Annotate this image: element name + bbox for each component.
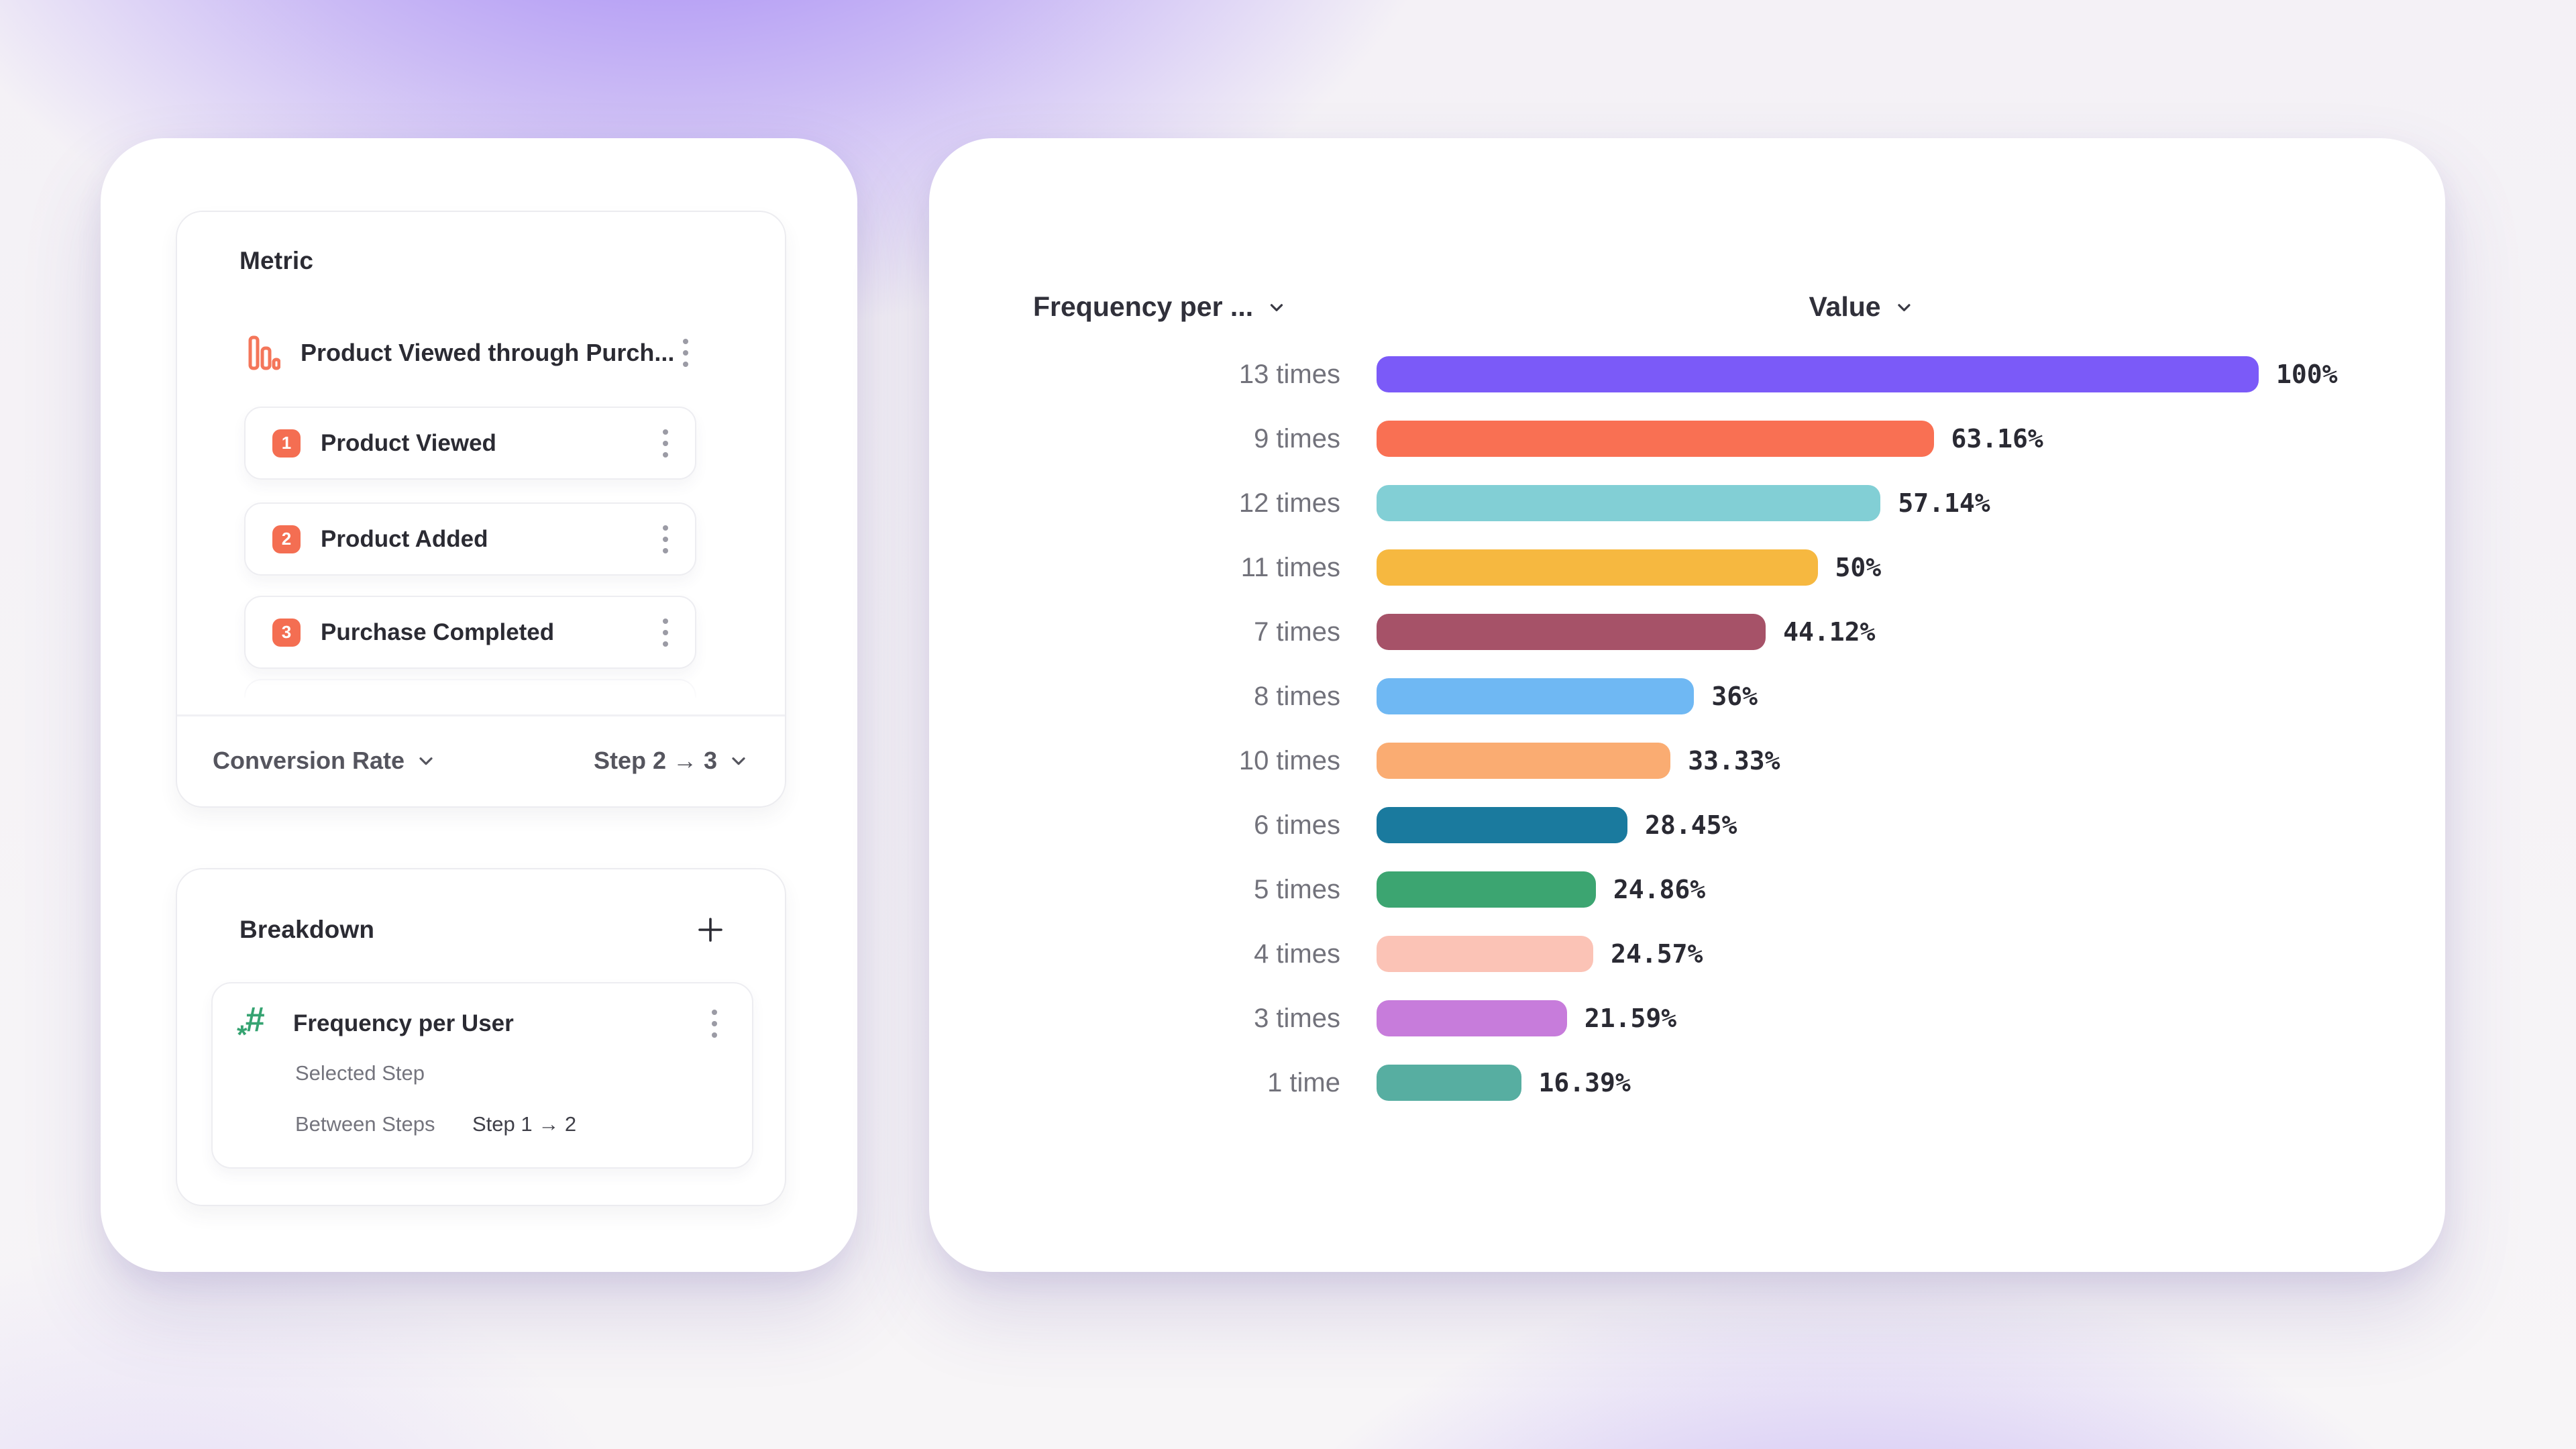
scroll-fade-overlay [180, 674, 782, 711]
bar[interactable] [1377, 678, 1695, 714]
bar[interactable] [1377, 549, 1818, 586]
bar[interactable] [1377, 485, 1881, 521]
bar[interactable] [1377, 936, 1594, 972]
value-column-header: Value [1809, 291, 1881, 322]
bar-category-label: 13 times [1238, 359, 1340, 389]
selected-step-row[interactable]: Selected Step [295, 1061, 425, 1085]
step-kebab-menu-icon[interactable] [659, 521, 672, 557]
bar-category-label: 3 times [1254, 1003, 1340, 1033]
bar-row: 5 times 24.86% [929, 857, 2445, 922]
bar-row: 7 times 44.12% [929, 600, 2445, 664]
conversion-rate-dropdown[interactable]: Conversion Rate [213, 747, 437, 775]
selected-step-label: Selected Step [295, 1061, 425, 1085]
conversion-rate-label: Conversion Rate [213, 747, 405, 774]
between-steps-label: Between Steps [295, 1112, 435, 1136]
bar[interactable] [1377, 1065, 1521, 1101]
step-number-badge: 3 [272, 618, 301, 647]
step-kebab-menu-icon[interactable] [659, 425, 672, 462]
bar-value-label: 33.33% [1688, 746, 1780, 775]
bar-row: 3 times 21.59% [929, 986, 2445, 1051]
bar-category-label: 1 time [1267, 1067, 1340, 1097]
chevron-down-icon [732, 757, 745, 765]
step-number-badge: 1 [272, 429, 301, 458]
bar[interactable] [1377, 614, 1766, 650]
bar[interactable] [1377, 356, 2259, 392]
breakdown-kebab-menu-icon[interactable] [708, 1006, 721, 1042]
category-column-header: Frequency per ... [1033, 291, 1254, 322]
bar[interactable] [1377, 421, 1934, 457]
chevron-down-icon [419, 757, 433, 765]
bar-category-label: 8 times [1254, 681, 1340, 711]
bar-value-label: 100% [2276, 360, 2338, 389]
bar-row: 10 times 33.33% [929, 729, 2445, 793]
metric-panel: Metric Product Viewed through Purch... 1… [176, 211, 786, 808]
step-number-badge: 2 [272, 525, 301, 553]
bar-category-label: 5 times [1254, 874, 1340, 904]
bar-value-label: 16.39% [1538, 1068, 1631, 1097]
metric-panel-title: Metric [239, 247, 314, 274]
add-breakdown-button[interactable] [696, 915, 725, 945]
bar-value-label: 24.57% [1611, 939, 1703, 969]
breakdown-item-name: Frequency per User [293, 1010, 514, 1036]
query-builder-card: Metric Product Viewed through Purch... 1… [101, 138, 857, 1272]
breakdown-header: Breakdown [239, 910, 725, 950]
chart-card: Frequency per ... Value 13 times 100% 9 … [929, 138, 2445, 1272]
bar-value-label: 44.12% [1783, 617, 1876, 647]
bar-category-label: 7 times [1254, 616, 1340, 647]
metric-footer: Conversion Rate Step 2 → 3 [177, 716, 785, 805]
bar-category-label: 6 times [1254, 810, 1340, 840]
chevron-down-icon [1898, 303, 1911, 311]
bar-row: 4 times 24.57% [929, 922, 2445, 986]
numeric-property-hash-icon: # * [237, 1000, 264, 1050]
funnel-kebab-menu-icon[interactable] [679, 335, 692, 371]
bar-category-label: 4 times [1254, 938, 1340, 969]
chevron-down-icon [1270, 303, 1283, 311]
bar-value-label: 28.45% [1645, 810, 1737, 840]
bar-value-label: 21.59% [1584, 1004, 1677, 1033]
between-steps-row[interactable]: Between Steps Step 1 → 2 [295, 1112, 576, 1136]
funnel-bars-icon [248, 335, 280, 370]
bar-row: 9 times 63.16% [929, 407, 2445, 471]
bar-category-label: 12 times [1238, 488, 1340, 518]
breakdown-panel: Breakdown # * Frequency per User Selected… [176, 868, 786, 1206]
step-label: Product Added [321, 525, 488, 552]
funnel-step-row-3[interactable]: 3 Purchase Completed [244, 596, 696, 669]
step-kebab-menu-icon[interactable] [659, 614, 672, 651]
metric-footer-divider [177, 714, 785, 716]
bar-row: 13 times 100% [929, 342, 2445, 407]
bar-value-label: 57.14% [1898, 488, 1990, 518]
bar-row: 8 times 36% [929, 664, 2445, 729]
bar-row: 1 time 16.39% [929, 1051, 2445, 1115]
funnel-step-row-2[interactable]: 2 Product Added [244, 502, 696, 576]
breakdown-item-header: # * Frequency per User [237, 1000, 721, 1050]
value-column-dropdown[interactable]: Value [1809, 291, 1914, 323]
bar[interactable] [1377, 871, 1596, 908]
bar-category-label: 10 times [1238, 745, 1340, 775]
bar-value-label: 63.16% [1951, 424, 2043, 453]
bar-row: 6 times 28.45% [929, 793, 2445, 857]
funnel-name: Product Viewed through Purch... [301, 339, 675, 366]
bar-value-label: 36% [1711, 682, 1758, 711]
bar-value-label: 24.86% [1613, 875, 1706, 904]
step-label: Purchase Completed [321, 619, 555, 645]
step-label: Product Viewed [321, 429, 496, 456]
breakdown-item-card[interactable]: # * Frequency per User Selected Step Betw… [211, 982, 753, 1169]
bar-value-label: 50% [1835, 553, 1882, 582]
breakdown-title: Breakdown [239, 916, 375, 943]
bar-row: 11 times 50% [929, 535, 2445, 600]
step-range-label: Step 2 → 3 [593, 747, 717, 774]
bar-category-label: 11 times [1240, 552, 1340, 582]
category-column-dropdown[interactable]: Frequency per ... [1033, 291, 1287, 323]
between-steps-value: Step 1 → 2 [472, 1112, 577, 1136]
bar[interactable] [1377, 807, 1628, 843]
bar-category-label: 9 times [1254, 423, 1340, 453]
funnel-header[interactable]: Product Viewed through Purch... [244, 319, 694, 386]
bar-row: 12 times 57.14% [929, 471, 2445, 535]
bar[interactable] [1377, 1000, 1567, 1036]
funnel-step-row-1[interactable]: 1 Product Viewed [244, 407, 696, 480]
step-range-dropdown[interactable]: Step 2 → 3 [594, 747, 749, 775]
bar[interactable] [1377, 743, 1671, 779]
horizontal-bar-chart: 13 times 100% 9 times 63.16% 12 times 57… [929, 342, 2445, 1115]
